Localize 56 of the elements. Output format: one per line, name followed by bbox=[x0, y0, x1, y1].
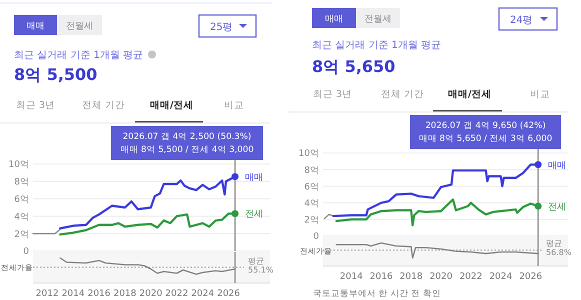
x-tick-label: 2022 bbox=[459, 272, 482, 282]
text: 전체 기간 bbox=[381, 89, 424, 100]
x-tick-label: 2018 bbox=[114, 289, 137, 299]
y-tick-label: 4억 bbox=[304, 198, 319, 209]
x-tick-label: 2014 bbox=[340, 272, 364, 282]
x-tick-label: 2026 bbox=[217, 289, 240, 299]
series-label: 전세 bbox=[548, 202, 566, 212]
text: 전월세 bbox=[364, 14, 392, 24]
y-tick-label: 10억 bbox=[298, 149, 319, 160]
text: 24평 bbox=[510, 15, 533, 26]
x-tick-label: 2020 bbox=[139, 289, 163, 299]
text: 2026.07 갭 4억 2,500 (50.3%) bbox=[122, 132, 252, 142]
text: 매매 bbox=[26, 22, 44, 32]
y-tick-label: 4억 bbox=[14, 212, 29, 222]
text: 매매/전세 bbox=[448, 89, 492, 100]
y-tick-label: 0 bbox=[313, 232, 320, 242]
text: 매매 8억 5,650 / 전세 3억 6,000 bbox=[418, 134, 552, 144]
text: 전월세 bbox=[66, 22, 93, 32]
text: 2026.07 갭 4억 9,650 (42%) bbox=[425, 121, 546, 131]
x-tick-label: 2016 bbox=[370, 272, 393, 282]
x-tick-label: 2016 bbox=[88, 289, 111, 299]
chart-subtitle: 8억 5,500 bbox=[14, 65, 98, 84]
text: 국토교통부에서 한 시간 전 확인 bbox=[313, 289, 441, 299]
text: 최근 3년 bbox=[313, 89, 352, 100]
y-tick-label: 0 bbox=[23, 247, 30, 258]
x-tick-label: 2020 bbox=[430, 272, 453, 282]
ref-line-label: 평균 55.1% bbox=[248, 256, 274, 274]
text: 전체 기간 bbox=[82, 100, 126, 111]
text: 매매 bbox=[325, 14, 343, 24]
text: 매매/전세 bbox=[150, 100, 194, 111]
x-tick-label: 2014 bbox=[62, 289, 85, 299]
chart-subtitle: 8억 5,650 bbox=[312, 57, 396, 76]
text: 비교 bbox=[224, 100, 244, 111]
y-tick-label: 6억 bbox=[14, 194, 29, 205]
ref-line-label: 평균 56.8% bbox=[546, 239, 572, 258]
x-tick-label: 2022 bbox=[165, 289, 188, 299]
text: 25평 bbox=[210, 22, 233, 33]
text: 최근 3년 bbox=[16, 100, 56, 111]
chart-title: 최근 실거래 기준 1개월 평균 bbox=[312, 40, 442, 51]
y-tick-label: 6억 bbox=[304, 182, 319, 192]
x-tick-label: 2012 bbox=[36, 289, 59, 299]
series-label: 전세 bbox=[245, 210, 264, 220]
y-tick-label: 2억 bbox=[304, 216, 319, 226]
y-tick-label: 10억 bbox=[8, 160, 29, 170]
x-tick-label: 2024 bbox=[191, 289, 214, 299]
text: 매매 8억 5,500 / 전세 4억 3,000 bbox=[120, 145, 254, 155]
x-tick-label: 2026 bbox=[519, 272, 542, 282]
chart-title: 최근 실거래 기준 1개월 평균 bbox=[14, 50, 144, 61]
x-tick-label: 2024 bbox=[489, 272, 512, 282]
y-tick-label: 8억 bbox=[14, 178, 29, 188]
y-tick-label: 2억 bbox=[14, 230, 29, 240]
series-label: 매매 bbox=[548, 160, 566, 171]
text: 비교 bbox=[530, 89, 550, 100]
y-tick-label: 8억 bbox=[304, 166, 319, 176]
x-tick-label: 2018 bbox=[400, 272, 423, 282]
series-label: 매매 bbox=[245, 172, 264, 183]
